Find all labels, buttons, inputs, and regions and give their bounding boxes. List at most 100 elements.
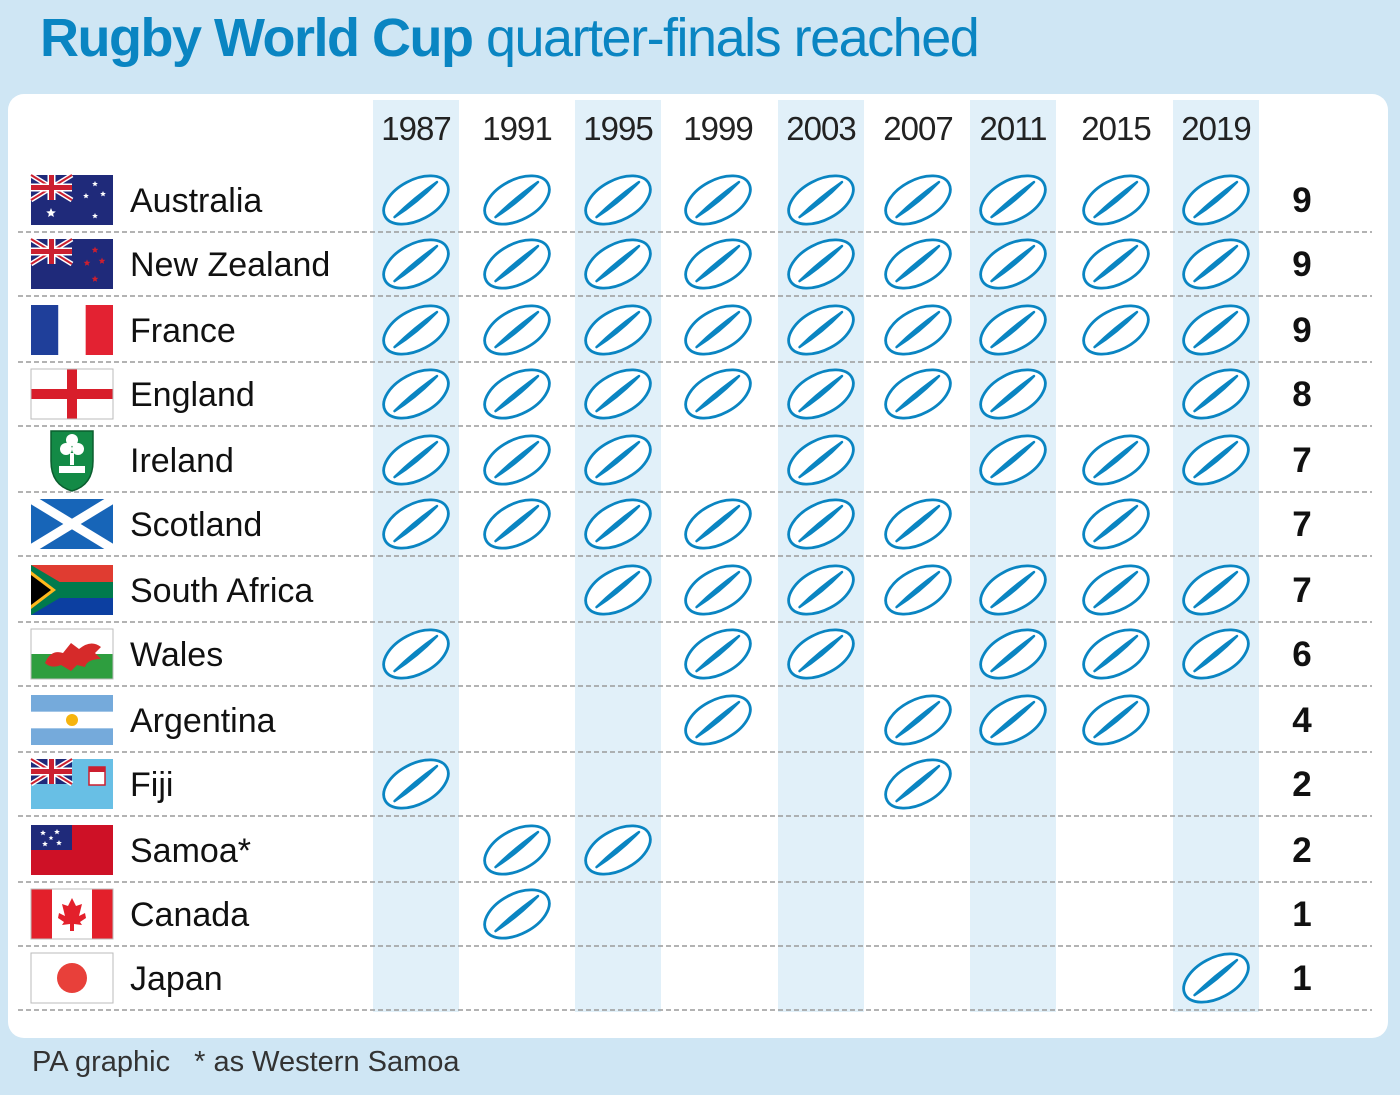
australia-flag [29,172,113,225]
rugby-ball-icon [382,174,450,226]
rugby-ball-icon [483,498,551,550]
rugby-ball-icon [979,238,1047,290]
new-zealand-flag [29,236,113,289]
rugby-ball-icon [684,174,752,226]
rugby-ball-icon [382,628,450,680]
team-name: Samoa* [130,832,251,870]
total-count: 4 [1292,701,1312,740]
rugby-ball-icon [787,498,855,550]
row-scotland: Scotland 7 [130,498,1312,550]
rugby-ball-icon [382,368,450,420]
rugby-ball-icon [1082,628,1150,680]
team-name: England [130,376,255,414]
footer: PA graphic * as Western Samoa [32,1046,460,1079]
team-name: South Africa [130,572,313,610]
japan-flag [30,952,114,1004]
scotland-flag [28,495,116,553]
rugby-ball-icon [483,888,551,940]
rugby-ball-icon [584,304,652,356]
total-count: 6 [1292,635,1311,674]
row-new-zealand: New Zealand 9 [130,238,1312,290]
rugby-ball-icon [483,368,551,420]
total-count: 1 [1292,895,1311,934]
rugby-ball-icon [787,434,855,486]
rugby-ball-icon [684,694,752,746]
row-fiji: Fiji 2 [130,758,1312,810]
team-name: Argentina [130,702,276,740]
footer-credit: PA graphic [32,1046,171,1078]
rugby-ball-icon [787,564,855,616]
rugby-ball-icon [584,498,652,550]
row-england: England 8 [130,368,1312,420]
total-count: 9 [1292,311,1311,350]
rugby-ball-icon [884,174,952,226]
rugby-ball-icon [1182,434,1250,486]
row-wales: Wales 6 [130,628,1312,680]
team-name: Fiji [130,766,173,804]
team-name: Ireland [130,442,234,480]
chart-title: Rugby World Cup quarter-finals reached [40,2,980,74]
total-count: 7 [1292,505,1311,544]
fiji-flag [29,756,113,809]
rugby-ball-icon [787,238,855,290]
england-flag [30,368,114,420]
year-label-1987: 1987 [381,110,450,147]
row-south-africa: South Africa 7 [130,564,1312,616]
row-france: France 9 [130,304,1312,356]
rugby-ball-icon [1082,304,1150,356]
year-label-1995: 1995 [583,110,652,147]
rugby-ball-icon [787,174,855,226]
rugby-ball-icon [684,564,752,616]
rugby-ball-icon [684,368,752,420]
footer-note: * as Western Samoa [194,1046,460,1078]
rugby-ball-icon [684,304,752,356]
rugby-ball-icon [979,368,1047,420]
total-count: 9 [1292,181,1311,220]
wales-flag [30,628,114,680]
year-label-1999: 1999 [683,110,752,147]
rugby-ball-icon [1182,564,1250,616]
rugby-ball-icon [884,758,952,810]
team-name: New Zealand [130,246,330,284]
rugby-ball-icon [584,368,652,420]
total-count: 9 [1292,245,1311,284]
chart-panel [8,94,1388,1038]
rugby-ball-icon [584,174,652,226]
rugby-ball-icon [382,434,450,486]
rugby-ball-icon [884,498,952,550]
row-canada: Canada 1 [130,888,1312,940]
rugby-ball-icon [979,434,1047,486]
rugby-ball-icon [483,824,551,876]
rugby-ball-icon [483,238,551,290]
rugby-ball-icon [1082,238,1150,290]
rugby-ball-icon [382,304,450,356]
year-label-1991: 1991 [482,110,551,147]
france-flag [31,305,113,355]
rugby-ball-icon [979,694,1047,746]
year-label-2019: 2019 [1181,110,1250,147]
total-count: 2 [1292,765,1311,804]
title-bold: Rugby World Cup [40,8,474,68]
rugby-ball-icon [684,498,752,550]
rugby-ball-icon [787,628,855,680]
rugby-ball-icon [1182,628,1250,680]
total-count: 2 [1292,831,1311,870]
rugby-ball-icon [684,238,752,290]
rugby-ball-icon [584,238,652,290]
rugby-ball-icon [684,628,752,680]
team-name: Canada [130,896,249,934]
rugby-ball-icon [1082,694,1150,746]
team-name: Scotland [130,506,262,544]
south-africa-flag [31,565,113,615]
rugby-ball-icon [1182,952,1250,1004]
rugby-ball-icon [584,434,652,486]
rugby-ball-icon [483,304,551,356]
year-label-2007: 2007 [883,110,952,147]
rugby-ball-icon [483,434,551,486]
irfu-crest [50,430,94,492]
total-count: 8 [1292,375,1311,414]
canada-flag [30,888,114,940]
year-label-2003: 2003 [786,110,855,147]
total-count: 1 [1292,959,1311,998]
